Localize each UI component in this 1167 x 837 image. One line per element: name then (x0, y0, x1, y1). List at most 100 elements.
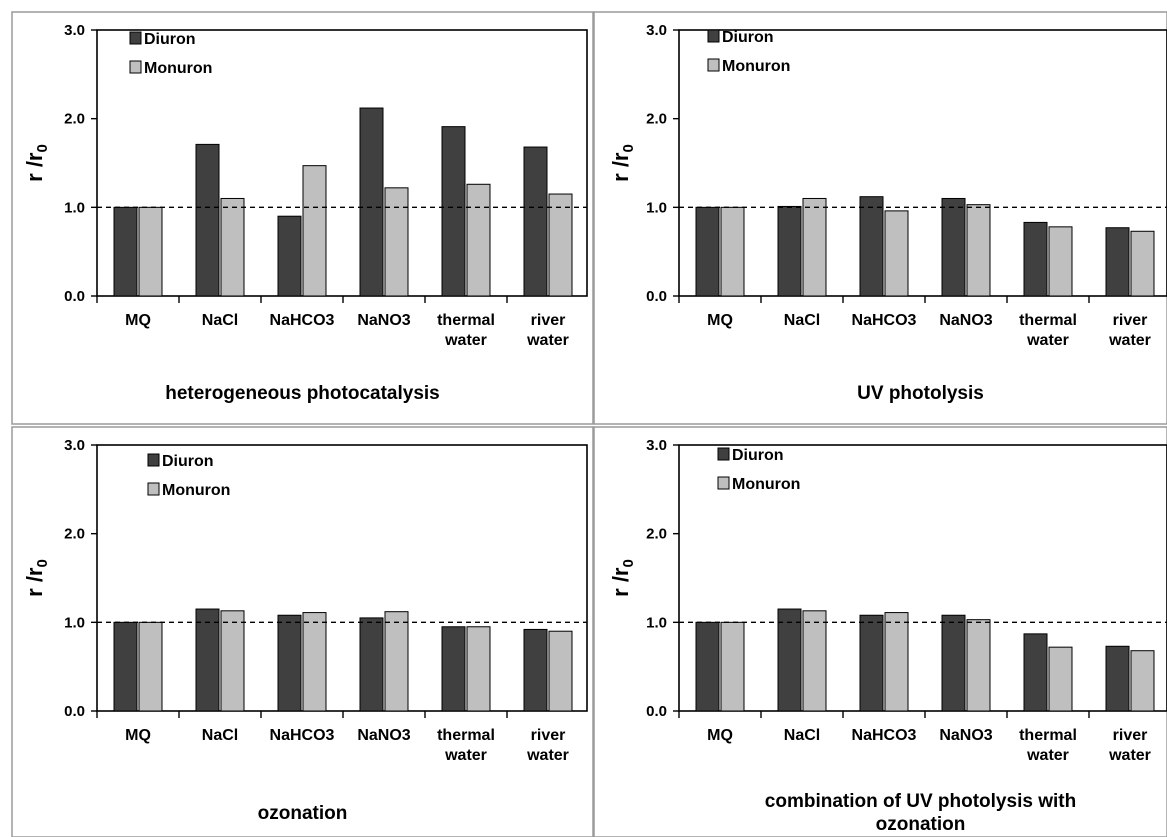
legend-swatch-monuron (129, 60, 142, 74)
y-tick-label: 3.0 (646, 437, 667, 454)
y-tick-label: 2.0 (646, 526, 667, 543)
bar-diuron (523, 628, 548, 712)
bar-monuron (1130, 650, 1155, 712)
y-tick-label: 1.0 (646, 614, 667, 631)
bar-diuron (941, 197, 966, 297)
bar-diuron (195, 608, 220, 712)
x-tick-label: NaNO3 (357, 727, 410, 744)
x-tick-label: thermal water (437, 727, 495, 764)
x-tick-label: river water (526, 312, 569, 349)
y-tick-label: 2.0 (64, 111, 85, 128)
legend-swatch-diuron (717, 447, 730, 461)
bar-diuron (1105, 227, 1130, 297)
bar-diuron (359, 107, 384, 297)
legend-label-diuron: Diuron (144, 31, 196, 48)
y-tick-label: 3.0 (646, 22, 667, 39)
panel-title: ozonation (876, 814, 966, 835)
legend-label-monuron: Monuron (732, 476, 800, 493)
chart-panel-1: 0.0 1.0 2.0 3.0 MQ NaCl NaHCO3 NaNO3 thermal wate… (11, 11, 594, 425)
bar-monuron (966, 204, 991, 297)
legend-swatch-monuron (717, 476, 730, 490)
x-tick-label: NaHCO3 (852, 312, 917, 329)
bar-diuron (1105, 645, 1130, 712)
x-tick-label: NaCl (784, 312, 820, 329)
bar-diuron (777, 205, 802, 297)
bar-monuron (802, 197, 827, 297)
legend-swatch-monuron (707, 58, 720, 72)
bar-diuron (441, 126, 466, 297)
bar-monuron (1130, 230, 1155, 297)
x-tick-label: NaCl (202, 312, 238, 329)
bar-diuron (1023, 633, 1048, 712)
legend-label-monuron: Monuron (162, 482, 230, 499)
plot-area (678, 444, 1167, 712)
x-tick-label: thermal water (437, 312, 495, 349)
bar-monuron (138, 621, 163, 712)
bar-monuron (1048, 646, 1073, 712)
bar-monuron (966, 619, 991, 712)
bar-monuron (466, 626, 491, 712)
x-tick-label: NaHCO3 (852, 727, 917, 744)
x-tick-label: NaHCO3 (270, 312, 335, 329)
x-tick-label: NaNO3 (357, 312, 410, 329)
bar-diuron (695, 621, 720, 712)
y-tick-label: 2.0 (64, 526, 85, 543)
chart-panel-2: 0.0 1.0 2.0 3.0 MQ NaCl NaHCO3 NaNO3 thermal wate… (593, 11, 1167, 425)
legend-swatch-diuron (707, 29, 720, 43)
chart-panel-4: 0.0 1.0 2.0 3.0 MQ NaCl NaHCO3 NaNO3 thermal wate… (593, 426, 1167, 837)
bar-monuron (302, 612, 327, 712)
bar-monuron (302, 165, 327, 297)
bar-monuron (384, 187, 409, 297)
plot-area (96, 29, 588, 297)
y-tick-label: 1.0 (646, 199, 667, 216)
bar-monuron (220, 197, 245, 297)
bar-monuron (802, 610, 827, 712)
legend-label-monuron: Monuron (722, 58, 790, 75)
x-tick-label: MQ (707, 312, 733, 329)
y-tick-label: 3.0 (64, 22, 85, 39)
bar-monuron (138, 206, 163, 297)
x-tick-label: thermal water (1019, 312, 1077, 349)
bar-diuron (1023, 221, 1048, 297)
legend-label-diuron: Diuron (722, 29, 774, 46)
y-tick-label: 0.0 (64, 288, 85, 305)
legend-label-monuron: Monuron (144, 60, 212, 77)
x-tick-label: NaNO3 (939, 312, 992, 329)
plot-area (678, 29, 1167, 297)
panel-title: ozonation (258, 803, 348, 824)
bar-diuron (523, 146, 548, 297)
bar-diuron (777, 608, 802, 712)
bar-diuron (277, 614, 302, 712)
bar-monuron (384, 611, 409, 712)
x-tick-label: NaNO3 (939, 727, 992, 744)
legend-swatch-diuron (129, 31, 142, 45)
x-tick-label: NaCl (202, 727, 238, 744)
y-tick-label: 0.0 (646, 288, 667, 305)
y-axis-label: r /r0 (608, 144, 637, 182)
y-tick-label: 1.0 (64, 614, 85, 631)
legend-swatch-monuron (147, 482, 160, 496)
bar-diuron (277, 215, 302, 297)
y-axis-label: r /r0 (22, 559, 51, 597)
y-tick-label: 2.0 (646, 111, 667, 128)
x-tick-label: river water (526, 727, 569, 764)
y-tick-label: 0.0 (64, 703, 85, 720)
x-tick-label: MQ (125, 727, 151, 744)
bar-monuron (720, 621, 745, 712)
x-tick-label: thermal water (1019, 727, 1077, 764)
x-tick-label: river water (1108, 312, 1151, 349)
x-tick-label: MQ (125, 312, 151, 329)
bar-diuron (859, 196, 884, 297)
bar-monuron (220, 610, 245, 712)
legend-swatch-diuron (147, 453, 160, 467)
bar-diuron (195, 143, 220, 297)
y-tick-label: 0.0 (646, 703, 667, 720)
bar-monuron (884, 210, 909, 297)
panel-title: UV photolysis (857, 383, 984, 404)
plot-area (96, 444, 588, 712)
legend-label-diuron: Diuron (732, 447, 784, 464)
bar-diuron (695, 206, 720, 297)
bar-diuron (941, 614, 966, 712)
panel-title: combination of UV photolysis with (765, 791, 1076, 812)
